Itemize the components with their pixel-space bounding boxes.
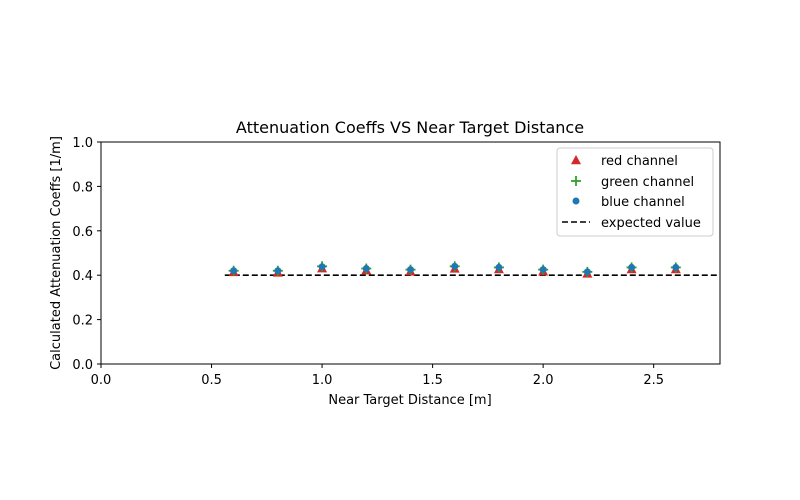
x-axis-label: Near Target Distance [m]: [328, 393, 491, 408]
y-tick-label: 1.0: [72, 136, 93, 151]
x-tick-label: 0.5: [201, 373, 222, 388]
legend-marker-green-channel: [571, 176, 581, 186]
y-tick-label: 0.8: [72, 180, 93, 195]
x-tick-label: 1.5: [422, 373, 443, 388]
blue-channel-point: [451, 262, 459, 270]
blue-channel-point: [628, 263, 636, 271]
blue-channel-point: [495, 263, 503, 271]
blue-channel-point: [362, 265, 370, 273]
axes-frame: [100, 141, 721, 365]
legend-marker-blue-channel: [572, 197, 580, 205]
y-tick-label: 0.4: [72, 269, 93, 284]
x-tick-label: 1.0: [312, 373, 333, 388]
x-axis: 0.0 0.5 1.0 1.5 2.0 2.5: [91, 364, 664, 388]
blue-channel-point: [274, 267, 282, 275]
legend: red channel green channel blue channel expe…: [556, 147, 714, 237]
legend-label-expected-value: expected value: [601, 216, 701, 231]
y-axis: 0.0 0.2 0.4 0.6 0.8 1.0: [72, 136, 101, 373]
y-tick-label: 0.0: [72, 358, 93, 373]
blue-channel-point: [407, 266, 414, 274]
blue-channel-point: [539, 266, 547, 274]
legend-box: [556, 147, 714, 237]
x-tick-label: 2.5: [643, 373, 664, 388]
legend-label-blue-channel: blue channel: [601, 195, 685, 210]
blue-channel-point: [672, 263, 680, 271]
legend-label-green-channel: green channel: [601, 175, 694, 190]
blue-channel-point: [583, 268, 591, 276]
x-tick-label: 0.0: [91, 373, 112, 388]
blue-channel-point: [318, 263, 326, 271]
legend-marker-red-channel: [571, 155, 581, 165]
y-tick-label: 0.2: [72, 314, 93, 329]
legend-label-red-channel: red channel: [601, 154, 678, 169]
chart-title: Attenuation Coeffs VS Near Target Distan…: [236, 118, 584, 137]
plot-area: [224, 261, 720, 278]
y-axis-label: Calculated Attenuation Coeffs [1/m]: [49, 136, 64, 370]
blue-channel-point: [230, 267, 238, 275]
y-tick-label: 0.6: [72, 225, 93, 240]
x-tick-label: 2.0: [533, 373, 554, 388]
